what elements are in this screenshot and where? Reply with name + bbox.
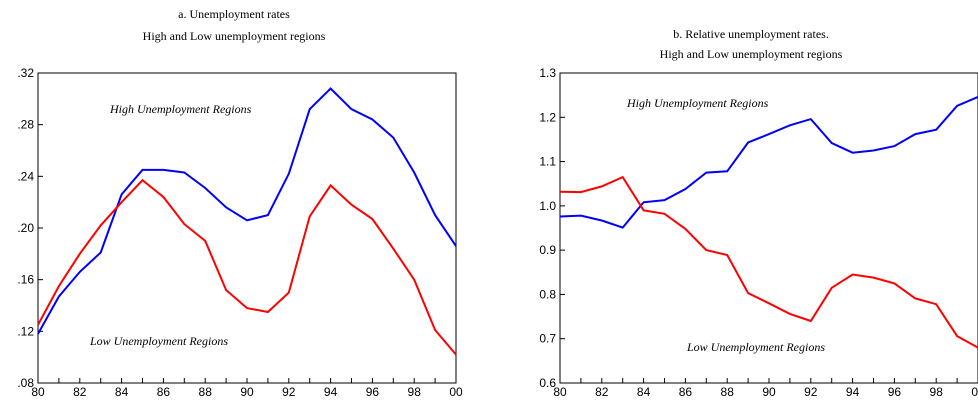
x-tick-label: 86: [157, 385, 171, 399]
y-tick-label: .08: [17, 376, 34, 390]
x-tick-label: 98: [930, 385, 944, 399]
y-tick-label: 1.0: [539, 199, 556, 213]
x-tick-label: 94: [324, 385, 338, 399]
x-tick-label: 82: [73, 385, 87, 399]
y-tick-label: .24: [17, 169, 34, 183]
panel-b-title: b. Relative unemployment rates.: [673, 27, 829, 41]
x-tick-label: 88: [721, 385, 735, 399]
x-tick-label: 84: [115, 385, 129, 399]
x-tick-label: 80: [553, 385, 567, 399]
y-tick-label: 0.9: [539, 243, 556, 257]
x-tick-label: 86: [679, 385, 693, 399]
panel-a-subtitle: High and Low unemployment regions: [143, 29, 326, 43]
x-tick-label: 88: [199, 385, 213, 399]
panel-b-low-annotation: Low Unemployment Regions: [686, 340, 825, 354]
x-tick-label: 96: [888, 385, 902, 399]
panel-b: b. Relative unemployment rates. High and…: [539, 27, 978, 399]
y-tick-label: 0.6: [539, 376, 556, 390]
y-tick-label: 0.8: [539, 287, 556, 301]
x-tick-label: 98: [408, 385, 422, 399]
y-tick-label: 1.1: [539, 155, 556, 169]
y-tick-label: 1.2: [539, 110, 556, 124]
x-tick-label: 00: [971, 385, 978, 399]
panel-a-title: a. Unemployment rates: [178, 7, 290, 21]
panel-a-high-annotation: High Unemployment Regions: [109, 102, 252, 116]
high-unemployment-series-line: [559, 95, 978, 229]
panel-a: a. Unemployment rates High and Low unemp…: [17, 7, 463, 399]
y-tick-label: .28: [17, 118, 34, 132]
x-tick-label: 84: [637, 385, 651, 399]
panel-a-low-annotation: Low Unemployment Regions: [89, 334, 228, 348]
x-tick-label: 00: [449, 385, 463, 399]
y-tick-label: .12: [17, 324, 34, 338]
x-tick-label: 90: [762, 385, 776, 399]
x-tick-label: 80: [31, 385, 45, 399]
panel-a-y-axis: .08 .12 .16 .20 .24 .28 .32: [17, 66, 43, 390]
low-unemployment-series-line: [559, 175, 978, 349]
x-tick-label: 82: [595, 385, 609, 399]
panel-b-subtitle: High and Low unemployment regions: [660, 47, 843, 61]
y-tick-label: 0.7: [539, 332, 556, 346]
x-tick-label: 92: [804, 385, 818, 399]
x-tick-label: 92: [282, 385, 296, 399]
panel-a-x-axis: 80 82 84 86 88 90 92 94 96 98 00: [31, 378, 463, 399]
panel-a-series: [37, 87, 457, 356]
y-tick-label: .32: [17, 66, 34, 80]
panel-b-high-annotation: High Unemployment Regions: [626, 96, 769, 110]
panel-b-series: [559, 95, 978, 349]
panel-b-y-axis: 0.6 0.7 0.8 0.9 1.0 1.1 1.2 1.3: [539, 66, 565, 390]
low-unemployment-series-line: [37, 178, 457, 356]
x-tick-label: 96: [366, 385, 380, 399]
y-tick-label: .16: [17, 273, 34, 287]
y-tick-label: 1.3: [539, 66, 556, 80]
panel-b-x-axis: 80 82 84 86 88 90 92 94 96 98 00: [553, 378, 978, 399]
x-tick-label: 94: [846, 385, 860, 399]
high-unemployment-series-line: [37, 87, 457, 335]
x-tick-label: 90: [240, 385, 254, 399]
y-tick-label: .20: [17, 221, 34, 235]
